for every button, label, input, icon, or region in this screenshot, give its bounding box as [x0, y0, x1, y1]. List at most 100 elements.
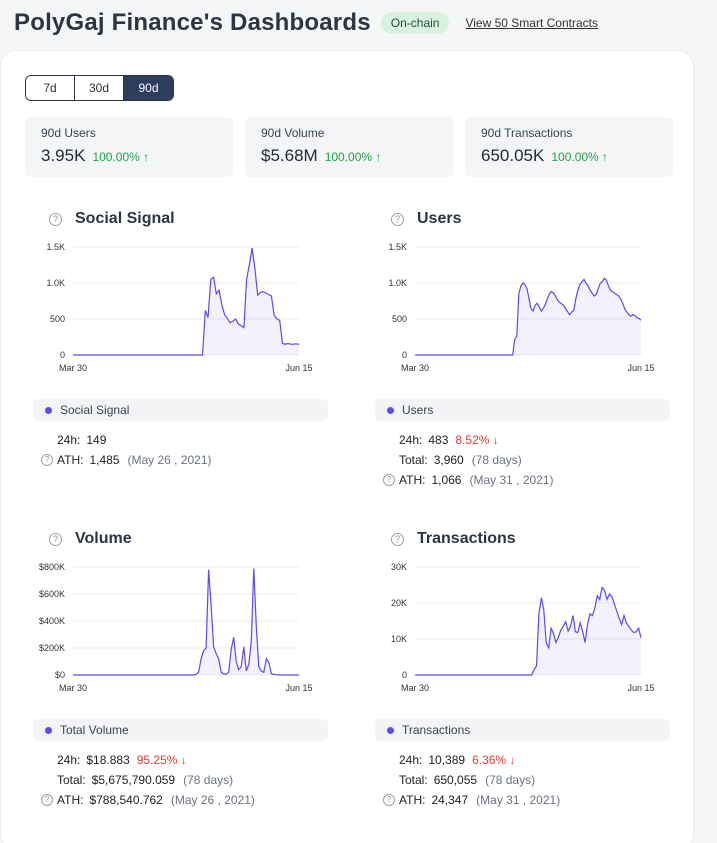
transactions-chart: 0 10K 20K 30K Mar 30 Jun 15: [391, 562, 655, 693]
stat-change: 100.00% ↑: [324, 150, 382, 164]
tab-30d[interactable]: 30d: [75, 76, 124, 100]
card-title: Transactions: [417, 530, 516, 547]
h24-label: 24h:: [399, 433, 423, 447]
question-circle-icon[interactable]: ?: [383, 794, 395, 806]
arrow-down-icon: ↓: [177, 753, 187, 767]
series-area: [415, 278, 641, 355]
tab-7d[interactable]: 7d: [26, 76, 75, 100]
stat-change: 100.00% ↑: [551, 150, 609, 164]
h24-change: 95.25% ↓: [136, 753, 187, 767]
card-info: 24h: 10,389 6.36% ↓ Total: 650,055 (78 d…: [371, 750, 691, 810]
y-tick-label: 10K: [391, 634, 407, 644]
stat-value: 3.95K: [41, 146, 86, 165]
stat-transactions: 90d Transactions 650.05K 100.00% ↑: [465, 117, 673, 177]
question-circle-icon[interactable]: ?: [41, 794, 53, 806]
ath-date: (May 26 , 2021): [170, 793, 255, 807]
page-header: PolyGaj Finance's Dashboards On-chain Vi…: [14, 8, 598, 38]
x-tick-label: Jun 15: [627, 683, 654, 693]
users-chart: 0 500 1.0K 1.5K Mar 30 Jun 15: [388, 242, 654, 373]
ath-label: ATH:: [57, 453, 84, 467]
y-tick-label: 1.0K: [388, 278, 407, 288]
x-tick-label: Jun 15: [285, 363, 312, 373]
question-circle-icon[interactable]: ?: [391, 212, 404, 226]
question-circle-icon[interactable]: ?: [49, 212, 62, 226]
total-label: Total:: [399, 773, 428, 787]
h24-change: 8.52% ↓: [455, 433, 499, 447]
ath-value: $788,540.762: [89, 793, 163, 807]
y-tick-label: 500: [392, 314, 407, 324]
question-circle-icon[interactable]: ?: [383, 474, 395, 486]
legend-dot: [45, 726, 52, 734]
onchain-badge: On-chain: [380, 12, 450, 34]
dashboard-panel: 7d 30d 90d 90d Users 3.95K 100.00% ↑ 90d…: [0, 50, 694, 843]
y-tick-label: 0: [402, 670, 407, 680]
y-tick-label: 500: [50, 314, 65, 324]
legend-label: Users: [402, 403, 434, 417]
y-tick-label: $600K: [39, 589, 65, 599]
y-tick-label: 1.0K: [46, 278, 65, 288]
series-area: [73, 248, 299, 355]
y-tick-label: 0: [60, 350, 65, 360]
ath-value: 1,485: [89, 453, 120, 467]
card-title: Users: [417, 210, 462, 227]
ath-date: (May 31 , 2021): [476, 793, 561, 807]
series-line: [73, 248, 300, 356]
x-tick-label: Mar 30: [59, 363, 87, 373]
h24-label: 24h:: [57, 433, 81, 447]
question-circle-icon[interactable]: ?: [391, 532, 404, 546]
total-days: (78 days): [485, 773, 536, 787]
h24-change: 6.36% ↓: [472, 753, 516, 767]
ath-label: ATH:: [57, 793, 84, 807]
h24-label: 24h:: [57, 753, 81, 767]
question-circle-icon[interactable]: ?: [49, 532, 62, 546]
x-tick-label: Mar 30: [401, 363, 429, 373]
x-tick-label: Mar 30: [401, 683, 429, 693]
ath-label: ATH:: [399, 793, 426, 807]
arrow-up-icon: ↑: [372, 150, 382, 164]
series-line: [415, 586, 642, 676]
y-tick-label: 0: [402, 350, 407, 360]
total-value: $5,675,790.059: [91, 773, 176, 787]
chart-legend: Transactions: [375, 719, 670, 741]
chart-legend: Users: [375, 399, 670, 421]
ath-date: (May 31 , 2021): [469, 473, 554, 487]
ath-label: ATH:: [399, 473, 426, 487]
volume-chart: $0 $200K $400K $600K $800K Mar 30 Jun 15: [39, 562, 313, 693]
ath-value: 1,066: [431, 473, 462, 487]
total-value: 3,960: [433, 453, 464, 467]
series-area: [73, 568, 299, 675]
y-tick-label: $400K: [39, 616, 65, 626]
legend-label: Social Signal: [60, 403, 130, 417]
h24-value: 483: [428, 433, 449, 447]
series-line: [415, 277, 642, 356]
total-label: Total:: [399, 453, 428, 467]
card-info: 24h: $18.883 95.25% ↓ Total: $5,675,790.…: [29, 750, 349, 810]
total-value: 650,055: [433, 773, 478, 787]
total-days: (78 days): [183, 773, 234, 787]
stat-change: 100.00% ↑: [92, 150, 150, 164]
h24-value: 10,389: [428, 753, 466, 767]
stat-value: 650.05K: [481, 146, 545, 165]
tab-90d[interactable]: 90d: [124, 76, 173, 100]
legend-dot: [387, 406, 394, 414]
arrow-down-icon: ↓: [506, 753, 516, 767]
view-contracts-link[interactable]: View 50 Smart Contracts: [465, 16, 598, 30]
stat-users: 90d Users 3.95K 100.00% ↑: [25, 117, 233, 177]
chart-legend: Total Volume: [33, 719, 328, 741]
total-label: Total:: [57, 773, 86, 787]
stat-label: 90d Volume: [261, 126, 325, 140]
stat-volume: 90d Volume $5.68M 100.00% ↑: [245, 117, 453, 177]
legend-label: Transactions: [402, 723, 471, 737]
card-title: Volume: [75, 530, 132, 547]
question-circle-icon[interactable]: ?: [41, 454, 53, 466]
period-tabs: 7d 30d 90d: [25, 75, 174, 101]
social-signal-chart: 0 500 1.0K 1.5K Mar 30 Jun 15: [46, 242, 312, 373]
y-tick-label: 30K: [391, 562, 407, 572]
chart-legend: Social Signal: [33, 399, 328, 421]
legend-dot: [387, 726, 394, 734]
arrow-down-icon: ↓: [489, 433, 499, 447]
stat-label: 90d Transactions: [481, 126, 573, 140]
y-tick-label: 1.5K: [388, 242, 407, 252]
h24-value: 149: [86, 433, 107, 447]
card-info: 24h: 149 ? ATH: 1,485 (May 26 , 2021): [29, 430, 349, 470]
